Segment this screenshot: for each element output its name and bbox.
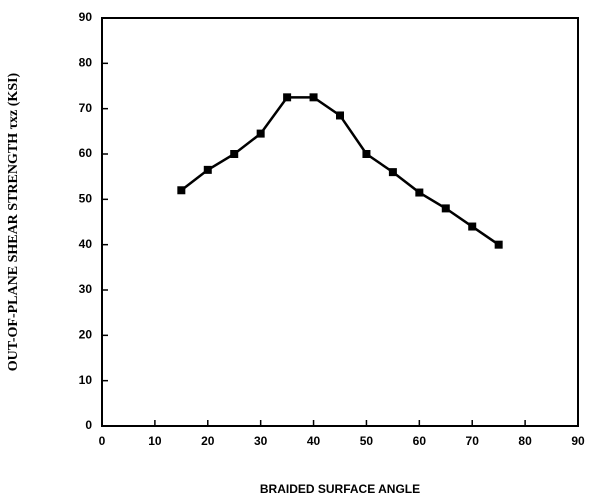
- point-marker: [441, 204, 450, 213]
- point-marker: [177, 186, 186, 195]
- x-tick-label: 10: [148, 434, 162, 448]
- y-tick-label: 20: [79, 328, 93, 342]
- x-tick-label: 60: [413, 434, 427, 448]
- point-marker: [494, 240, 503, 249]
- x-tick-label: 80: [518, 434, 532, 448]
- plot-frame: [101, 17, 579, 427]
- y-tick-label: 80: [79, 56, 93, 70]
- point-marker: [468, 222, 477, 231]
- point-marker: [388, 168, 397, 177]
- point-marker: [336, 111, 344, 120]
- point-marker: [415, 188, 424, 197]
- x-tick-label: 20: [201, 434, 215, 448]
- x-tick-label: 50: [360, 434, 374, 448]
- x-tick-label: 0: [99, 434, 106, 448]
- y-tick-label: 0: [85, 418, 92, 432]
- point-marker: [283, 93, 292, 102]
- y-tick-label: 50: [79, 192, 93, 206]
- point-marker: [309, 93, 318, 102]
- y-axis-label: OUT-OF-PLANE SHEAR STRENGTH τxz (KSI): [6, 72, 21, 371]
- x-axis-label: BRAIDED SURFACE ANGLE: [260, 482, 420, 496]
- y-tick-label: 40: [79, 237, 93, 251]
- point-marker: [203, 165, 212, 174]
- y-tick-label: 60: [79, 146, 93, 160]
- point-marker: [362, 150, 371, 158]
- x-tick-label: 90: [571, 434, 585, 448]
- y-tick-label: 90: [79, 10, 93, 24]
- y-tick-label: 30: [79, 282, 93, 296]
- point-marker: [256, 129, 265, 138]
- x-tick-label: 70: [466, 434, 480, 448]
- y-tick-label: 10: [79, 373, 93, 387]
- point-marker: [230, 150, 239, 158]
- y-tick-label: 70: [79, 101, 93, 115]
- x-tick-label: 30: [254, 434, 268, 448]
- x-tick-label: 40: [307, 434, 321, 448]
